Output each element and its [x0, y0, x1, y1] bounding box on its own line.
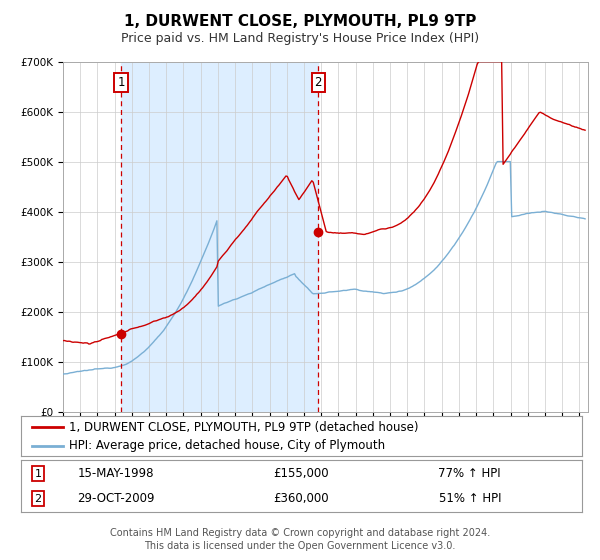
Text: 77% ↑ HPI: 77% ↑ HPI	[439, 468, 501, 480]
Text: 51% ↑ HPI: 51% ↑ HPI	[439, 492, 501, 505]
Text: 1, DURWENT CLOSE, PLYMOUTH, PL9 9TP (detached house): 1, DURWENT CLOSE, PLYMOUTH, PL9 9TP (det…	[68, 421, 418, 434]
Text: 2: 2	[314, 76, 322, 88]
Text: 1, DURWENT CLOSE, PLYMOUTH, PL9 9TP: 1, DURWENT CLOSE, PLYMOUTH, PL9 9TP	[124, 14, 476, 29]
Text: 1: 1	[34, 469, 41, 479]
Bar	[121, 62, 318, 412]
Text: £155,000: £155,000	[274, 468, 329, 480]
Text: Price paid vs. HM Land Registry's House Price Index (HPI): Price paid vs. HM Land Registry's House …	[121, 32, 479, 45]
Text: Contains HM Land Registry data © Crown copyright and database right 2024.
This d: Contains HM Land Registry data © Crown c…	[110, 528, 490, 550]
Text: £360,000: £360,000	[274, 492, 329, 505]
Text: 29-OCT-2009: 29-OCT-2009	[77, 492, 155, 505]
Text: 1: 1	[117, 76, 125, 88]
Text: 15-MAY-1998: 15-MAY-1998	[78, 468, 155, 480]
Text: 2: 2	[34, 494, 41, 504]
Text: HPI: Average price, detached house, City of Plymouth: HPI: Average price, detached house, City…	[68, 440, 385, 452]
